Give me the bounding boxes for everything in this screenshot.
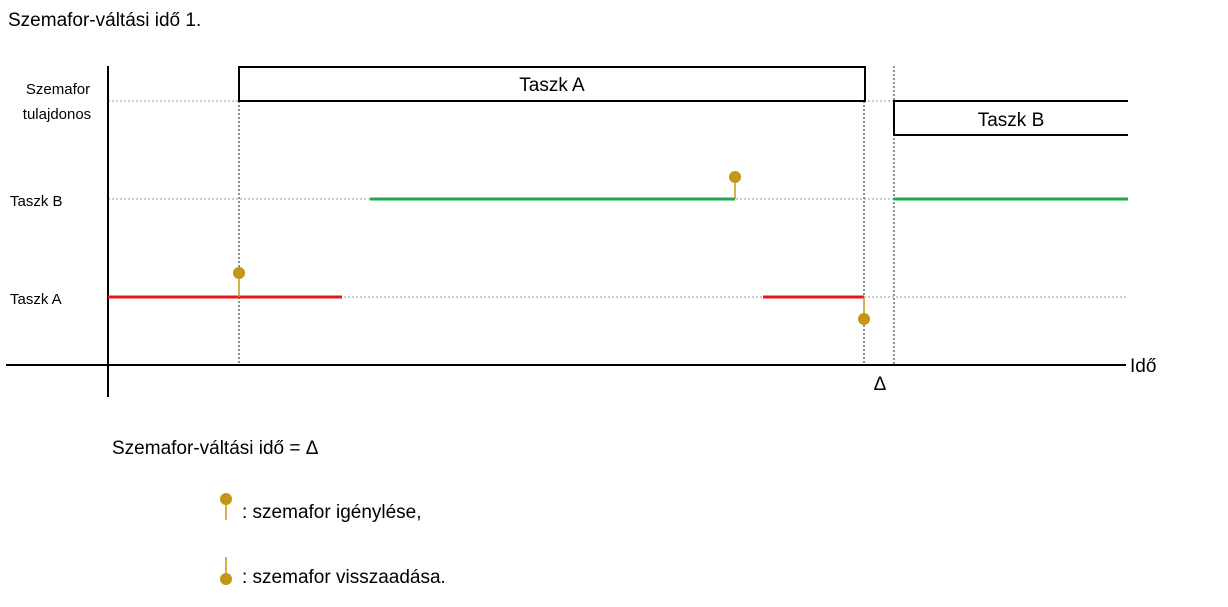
- task-a-row-label: Taszk A: [10, 291, 62, 308]
- owner-box-task-a-label: Taszk A: [519, 75, 585, 96]
- owner-box-task-b-label: Taszk B: [978, 110, 1045, 131]
- owner-row-label-line1: Szemafor: [26, 81, 90, 98]
- event-guides: [238, 66, 895, 365]
- legend-request-label: : szemafor igénylése,: [242, 502, 422, 523]
- delta-label: Δ: [874, 374, 887, 395]
- diagram-title: Szemafor-váltási idő 1.: [8, 10, 201, 31]
- owner-row-label-line2: tulajdonos: [23, 106, 91, 123]
- owner-box-task-a: [238, 66, 866, 102]
- legend-release-icon: [220, 557, 232, 585]
- owner-box-task-b: [893, 100, 1128, 136]
- task-b-row-label: Taszk B: [10, 193, 63, 210]
- semaphore-request-marker-b: [729, 171, 741, 199]
- legend-request-icon: [220, 493, 232, 520]
- legend-release-label: : szemafor visszaadása.: [242, 567, 446, 588]
- time-axis-label: Idő: [1130, 356, 1156, 377]
- switch-time-formula: Szemafor-váltási idő = Δ: [112, 438, 319, 459]
- semaphore-release-marker-a: [858, 297, 870, 325]
- semaphore-request-marker-a: [233, 267, 245, 297]
